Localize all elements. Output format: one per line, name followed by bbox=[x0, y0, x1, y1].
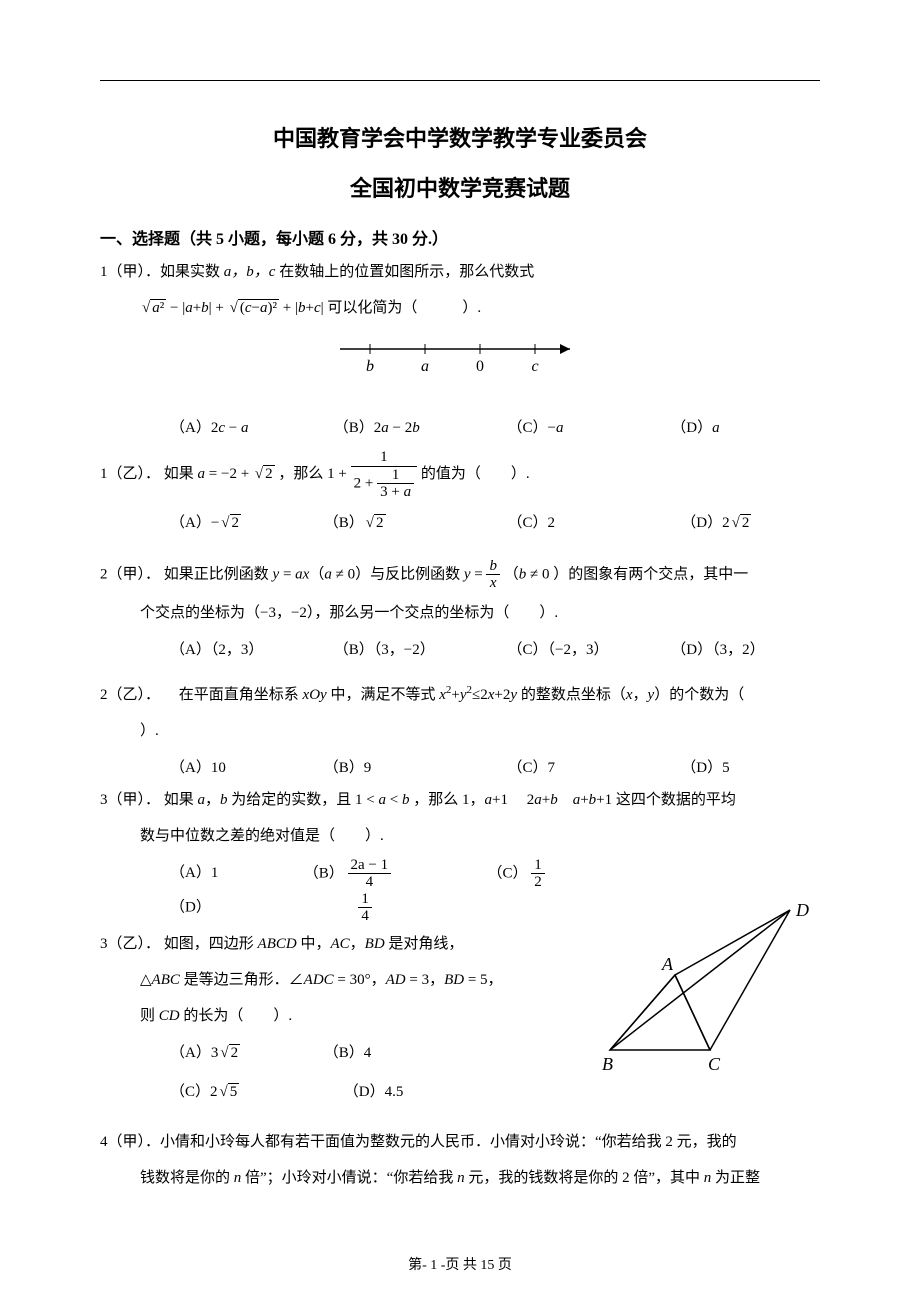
svg-text:a: a bbox=[421, 358, 429, 375]
q2b-label: 2（乙）． bbox=[100, 687, 160, 703]
svg-text:c: c bbox=[531, 358, 538, 375]
exam-title: 全国初中数学竞赛试题 bbox=[100, 171, 820, 203]
q3a-label: 3（甲）． bbox=[100, 792, 160, 808]
choice-B: （B）4 bbox=[324, 1037, 372, 1070]
choice-D: （D）4.5 bbox=[344, 1076, 404, 1109]
choice-C: （C）25 bbox=[170, 1076, 340, 1109]
org-title: 中国教育学会中学数学教学专业委员会 bbox=[100, 121, 820, 153]
q4a-label: 4（甲）． bbox=[100, 1134, 160, 1150]
q2b-cont: ）. bbox=[100, 716, 820, 746]
q1b-choices: （A）−2 （B）2 （C）2 （D）22 bbox=[100, 507, 820, 540]
top-rule bbox=[100, 80, 820, 81]
choice-A: （A）−2 bbox=[170, 507, 320, 540]
q1a: 1（甲）．如果实数 a，b，c 在数轴上的位置如图所示，那么代数式 bbox=[100, 257, 820, 287]
choice-C: （C） 12 bbox=[488, 857, 648, 891]
q1b-label: 1（乙）． bbox=[100, 466, 160, 482]
q2b: 2（乙）． 在平面直角坐标系 xOy 中，满足不等式 x2+y2≤2x+2y 的… bbox=[100, 679, 820, 710]
triangle-figure: A B C D bbox=[600, 900, 820, 1080]
choice-D: （D）22 bbox=[681, 507, 751, 540]
q1a-t2: 在数轴上的位置如图所示，那么代数式 bbox=[275, 264, 534, 280]
svg-text:0: 0 bbox=[476, 358, 484, 375]
choice-C: （C）2 bbox=[508, 507, 678, 540]
choice-A: （A）32 bbox=[170, 1037, 320, 1070]
choice-C: （C）−a bbox=[508, 412, 668, 445]
q1a-label: 1（甲）． bbox=[100, 264, 160, 280]
choice-B: （B）9 bbox=[324, 752, 504, 785]
choice-B: （B）2 bbox=[324, 507, 504, 540]
q2a-choices: （A）（2，3） （B）（3，−2） （C）（−2，3） （D）（3，2） bbox=[100, 634, 820, 667]
q1a-t1: 如果实数 bbox=[160, 264, 224, 280]
q1a-choices: （A）2c − a （B）2a − 2b （C）−a （D）a bbox=[100, 412, 820, 445]
q4a: 4（甲）．小倩和小玲每人都有若干面值为整数元的人民币．小倩对小玲说：“你若给我 … bbox=[100, 1127, 820, 1157]
q1b-t2: 的值为（ ）. bbox=[421, 466, 530, 482]
svg-text:b: b bbox=[366, 358, 374, 375]
q2b-choices: （A）10 （B）9 （C）7 （D）5 bbox=[100, 752, 820, 785]
nested-frac: 1 2 + 1 3 + a bbox=[351, 449, 417, 501]
svg-text:D: D bbox=[795, 900, 809, 920]
choice-B: （B）（3，−2） bbox=[334, 634, 504, 667]
q3b-label: 3（乙）． bbox=[100, 936, 160, 952]
sqrt-icon: (c−a)² bbox=[228, 293, 279, 323]
choice-D: （D）5 bbox=[681, 752, 729, 785]
number-line: b a 0 c bbox=[100, 337, 820, 382]
choice-D: （D）a bbox=[671, 412, 719, 445]
q2a-cont: 个交点的坐标为（−3，−2），那么另一个交点的坐标为（ ）. bbox=[100, 598, 820, 628]
q4a-l2: 钱数将是你的 n 倍”；小玲对小倩说：“你若给我 n 元，我的钱数将是你的 2 … bbox=[100, 1163, 820, 1193]
choice-B: （B） 2a − 14 bbox=[304, 857, 484, 891]
q1b: 1（乙）． 如果 a = −2 + 2 ，那么 1 + 1 2 + 1 3 + … bbox=[100, 449, 820, 501]
choice-A: （A）1 bbox=[170, 857, 300, 890]
q1a-vars: a，b，c bbox=[224, 264, 276, 280]
number-line-svg: b a 0 c bbox=[330, 337, 590, 377]
choice-A: （A）2c − a bbox=[170, 412, 330, 445]
q3a-cont: 数与中位数之差的绝对值是（ ）. bbox=[100, 821, 820, 851]
choice-A: （A）（2，3） bbox=[170, 634, 330, 667]
choice-D: （D） 14 bbox=[170, 891, 372, 925]
choice-A: （A）10 bbox=[170, 752, 320, 785]
q2a: 2（甲）． 如果正比例函数 y = ax（a ≠ 0）与反比例函数 y = bx… bbox=[100, 558, 820, 592]
choice-B: （B）2a − 2b bbox=[334, 412, 504, 445]
svg-text:C: C bbox=[708, 1054, 721, 1074]
q1a-t3: 可以化简为（ ）. bbox=[327, 300, 481, 316]
page-footer: 第- 1 -页 共 15 页 bbox=[0, 1254, 920, 1274]
page: 中国教育学会中学数学教学专业委员会 全国初中数学竞赛试题 一、选择题（共 5 小… bbox=[0, 0, 920, 1302]
section-heading: 一、选择题（共 5 小题，每小题 6 分，共 30 分.） bbox=[100, 225, 820, 249]
q3b-choices-row2: （C）25 （D）4.5 bbox=[100, 1076, 820, 1109]
svg-text:B: B bbox=[602, 1054, 613, 1074]
choice-D: （D）（3，2） bbox=[671, 634, 764, 667]
q1a-expr-line: a² − |a+b| + (c−a)² + |b+c| 可以化简为（ ）. bbox=[100, 293, 820, 323]
choice-C: （C）（−2，3） bbox=[508, 634, 668, 667]
sqrt-icon: a² bbox=[140, 293, 166, 323]
q3a: 3（甲）． 如果 a，b 为给定的实数，且 1 < a < b ，那么 1，a+… bbox=[100, 785, 820, 815]
q2a-label: 2（甲）． bbox=[100, 566, 160, 582]
sqrt-icon: 2 bbox=[253, 459, 275, 489]
q4a-l1: 小倩和小玲每人都有若干面值为整数元的人民币．小倩对小玲说：“你若给我 2 元，我… bbox=[160, 1134, 737, 1150]
choice-C: （C）7 bbox=[508, 752, 678, 785]
svg-text:A: A bbox=[661, 954, 674, 974]
